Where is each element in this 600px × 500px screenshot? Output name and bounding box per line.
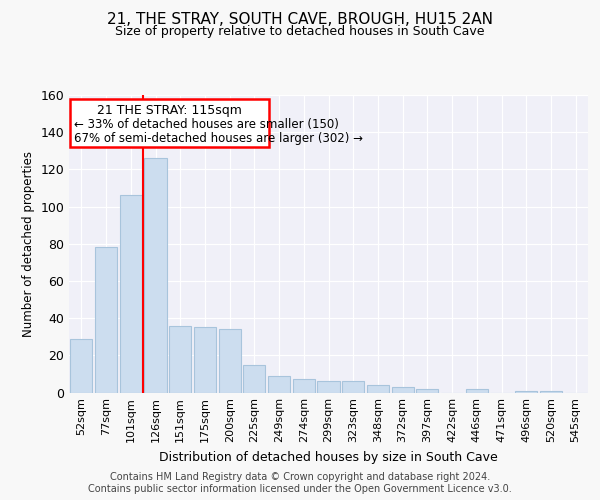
Bar (466, 389, 488, 392)
Bar (317, 382, 340, 392)
Bar (70, 338, 92, 392)
Bar (119, 196, 142, 392)
Bar (416, 389, 439, 392)
Text: 21 THE STRAY: 115sqm: 21 THE STRAY: 115sqm (97, 104, 242, 118)
Text: 67% of semi-detached houses are larger (302) →: 67% of semi-detached houses are larger (… (74, 132, 363, 145)
Bar (194, 328, 216, 392)
Bar (540, 390, 562, 392)
Bar (218, 330, 241, 392)
Bar (268, 376, 290, 392)
Bar (169, 326, 191, 392)
Bar (243, 364, 265, 392)
Text: Size of property relative to detached houses in South Cave: Size of property relative to detached ho… (115, 25, 485, 38)
Bar (342, 382, 364, 392)
Bar (392, 387, 414, 392)
Bar (293, 380, 315, 392)
Bar (367, 385, 389, 392)
Text: Contains HM Land Registry data © Crown copyright and database right 2024.: Contains HM Land Registry data © Crown c… (110, 472, 490, 482)
Text: 21, THE STRAY, SOUTH CAVE, BROUGH, HU15 2AN: 21, THE STRAY, SOUTH CAVE, BROUGH, HU15 … (107, 12, 493, 28)
Bar (515, 390, 538, 392)
Bar (145, 158, 167, 392)
Bar (70, 98, 269, 147)
Y-axis label: Number of detached properties: Number of detached properties (22, 151, 35, 337)
X-axis label: Distribution of detached houses by size in South Cave: Distribution of detached houses by size … (159, 451, 498, 464)
Text: ← 33% of detached houses are smaller (150): ← 33% of detached houses are smaller (15… (74, 118, 339, 132)
Text: Contains public sector information licensed under the Open Government Licence v3: Contains public sector information licen… (88, 484, 512, 494)
Bar (95, 248, 117, 392)
